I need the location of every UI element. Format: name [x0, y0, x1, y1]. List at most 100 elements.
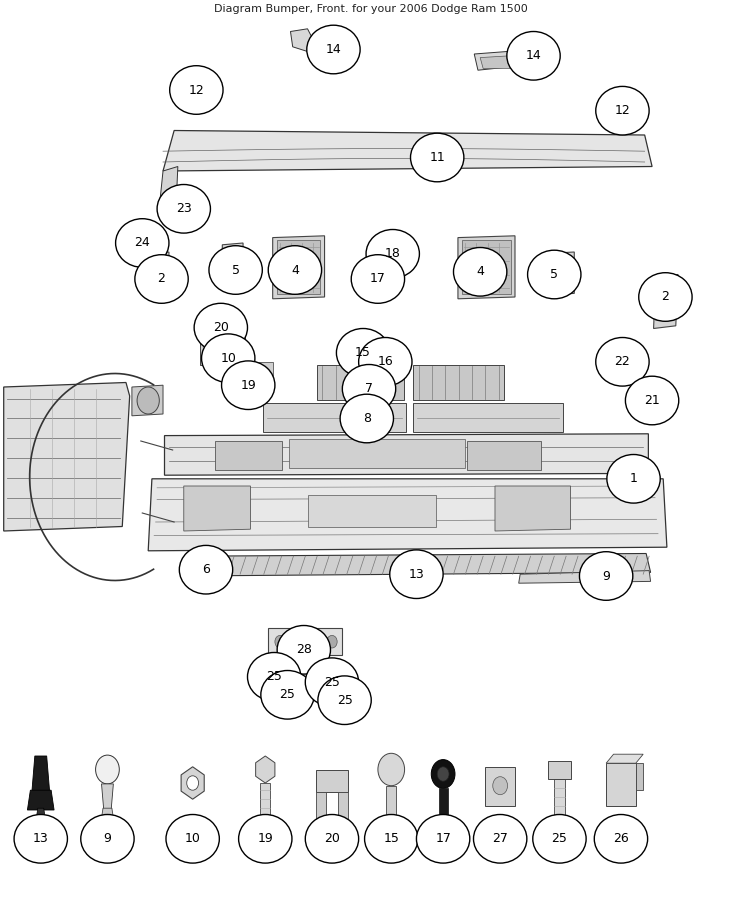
Polygon shape [222, 243, 243, 290]
Circle shape [352, 345, 362, 357]
Ellipse shape [596, 86, 649, 135]
Text: 25: 25 [279, 688, 296, 701]
Polygon shape [256, 756, 275, 783]
Polygon shape [263, 403, 406, 432]
Circle shape [367, 271, 377, 284]
Ellipse shape [305, 814, 359, 863]
Text: 6: 6 [202, 563, 210, 576]
Ellipse shape [416, 814, 470, 863]
Circle shape [640, 393, 649, 404]
Circle shape [187, 776, 199, 790]
Ellipse shape [533, 814, 586, 863]
Ellipse shape [351, 255, 405, 303]
Circle shape [378, 753, 405, 786]
Text: 2: 2 [662, 291, 669, 303]
Text: 24: 24 [134, 237, 150, 249]
Text: 25: 25 [551, 832, 568, 845]
Polygon shape [290, 29, 315, 52]
Text: 13: 13 [408, 568, 425, 580]
Circle shape [611, 357, 622, 370]
Text: 23: 23 [176, 202, 192, 215]
Polygon shape [439, 788, 448, 821]
Text: 20: 20 [213, 321, 229, 334]
Circle shape [179, 81, 196, 103]
Text: 19: 19 [257, 832, 273, 845]
Polygon shape [654, 274, 678, 328]
Polygon shape [606, 754, 643, 763]
Polygon shape [100, 808, 115, 828]
Polygon shape [102, 784, 113, 810]
Text: 14: 14 [525, 50, 542, 62]
Ellipse shape [579, 552, 633, 600]
Polygon shape [338, 792, 348, 819]
Polygon shape [480, 55, 525, 68]
Polygon shape [27, 790, 54, 810]
Circle shape [437, 767, 449, 781]
Polygon shape [636, 763, 643, 790]
Polygon shape [548, 760, 571, 778]
Polygon shape [181, 767, 205, 799]
Polygon shape [519, 571, 651, 583]
Circle shape [173, 195, 186, 212]
Polygon shape [273, 236, 325, 299]
Polygon shape [165, 434, 648, 475]
Ellipse shape [607, 454, 660, 503]
Ellipse shape [365, 814, 418, 863]
Polygon shape [467, 441, 541, 470]
Ellipse shape [473, 814, 527, 863]
Circle shape [132, 233, 141, 244]
Ellipse shape [318, 676, 371, 724]
Polygon shape [277, 240, 320, 294]
Text: 12: 12 [188, 84, 205, 96]
Polygon shape [260, 783, 270, 821]
Ellipse shape [528, 250, 581, 299]
Polygon shape [316, 792, 326, 819]
Text: 17: 17 [370, 273, 386, 285]
Polygon shape [458, 236, 515, 299]
Ellipse shape [411, 133, 464, 182]
Ellipse shape [202, 334, 255, 382]
Polygon shape [308, 495, 436, 526]
Text: 21: 21 [644, 394, 660, 407]
Circle shape [275, 635, 285, 648]
Circle shape [374, 354, 385, 366]
Polygon shape [462, 240, 511, 294]
Circle shape [205, 317, 219, 335]
Polygon shape [184, 486, 250, 531]
Text: 1: 1 [630, 472, 637, 485]
Ellipse shape [170, 66, 223, 114]
Text: 26: 26 [613, 832, 629, 845]
Ellipse shape [222, 361, 275, 410]
Ellipse shape [507, 32, 560, 80]
Polygon shape [413, 364, 504, 400]
Text: 8: 8 [363, 412, 370, 425]
Ellipse shape [14, 814, 67, 863]
Ellipse shape [359, 338, 412, 386]
Polygon shape [148, 479, 667, 551]
Circle shape [313, 635, 324, 648]
Polygon shape [541, 252, 574, 295]
Text: 4: 4 [291, 264, 299, 276]
Text: 10: 10 [185, 832, 201, 845]
Ellipse shape [261, 670, 314, 719]
Text: 12: 12 [614, 104, 631, 117]
Text: 25: 25 [266, 670, 282, 683]
Polygon shape [4, 382, 130, 531]
Polygon shape [132, 385, 163, 416]
Ellipse shape [307, 25, 360, 74]
Ellipse shape [594, 814, 648, 863]
Text: 14: 14 [325, 43, 342, 56]
Circle shape [259, 669, 272, 685]
Polygon shape [485, 767, 515, 806]
Bar [610, 106, 631, 119]
Text: 16: 16 [377, 356, 393, 368]
Ellipse shape [342, 364, 396, 413]
Ellipse shape [81, 814, 134, 863]
Ellipse shape [305, 658, 359, 706]
Text: 7: 7 [365, 382, 373, 395]
Polygon shape [215, 441, 282, 470]
Text: 18: 18 [385, 248, 401, 260]
Ellipse shape [390, 550, 443, 598]
Ellipse shape [340, 394, 393, 443]
Circle shape [328, 692, 342, 708]
